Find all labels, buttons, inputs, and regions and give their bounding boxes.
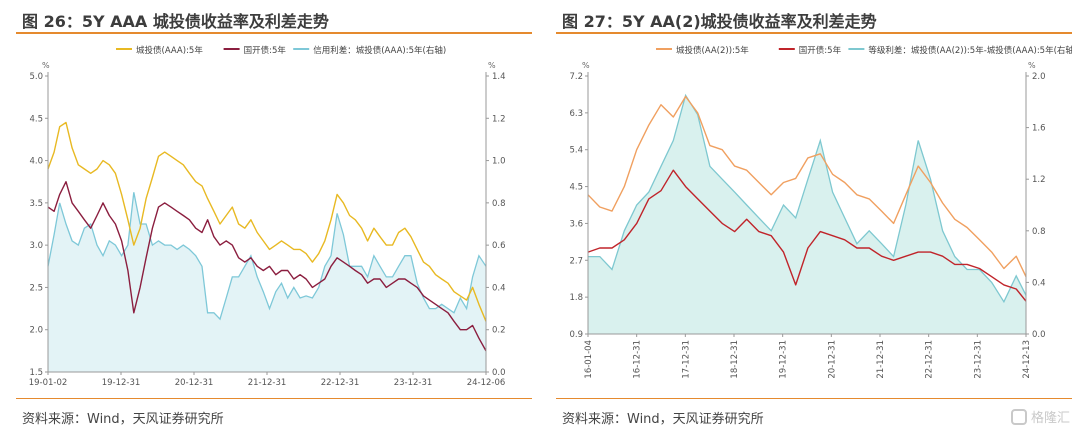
y-tick-label-left: 4.5 [569,183,583,193]
chart-2: 城投债(AA(2)):5年 国开债:5年 等级利差：城投债(AA(2)):5年-城投… [569,45,1072,379]
chart-panel-1: 图 26：5Y AAA 城投债收益率及利差走势 城投债(AAA):5年 国开债:5… [16,0,536,432]
series-area-fill [588,95,1026,334]
legend-label: 国开债:5年 [799,45,842,56]
unit-right-label: % [488,61,496,70]
y-tick-label-right: 0.8 [1032,227,1046,237]
x-tick-label: 23-12-31 [394,378,433,388]
x-tick-label: 21-12-31 [876,340,886,379]
y-tick-label-right: 1.2 [492,114,506,124]
y-tick-label-left: 1.5 [29,368,43,378]
x-tick-label: 24-12-06 [467,378,506,388]
y-tick-label-right: 0.6 [492,241,506,251]
y-tick-label-left: 2.0 [29,326,43,336]
legend-label: 城投债(AA(2)):5年 [676,45,749,56]
y-tick-label-right: 2.0 [1032,72,1046,82]
x-tick-label: 19-01-02 [29,378,68,388]
x-tick-label: 21-12-31 [248,378,287,388]
legend-label: 城投债(AAA):5年 [136,45,203,56]
series-line-2 [587,169,1027,302]
series-line-spread [47,192,487,321]
unit-left-label: % [42,61,50,70]
y-tick-label-left: 6.3 [569,109,583,119]
y-tick-label-right: 0.4 [492,283,506,293]
watermark: 格隆汇 [1010,407,1070,426]
source-rule [16,398,532,399]
y-tick-label-left: 4.0 [29,157,43,167]
x-tick-label: 16-01-04 [584,340,594,379]
y-tick-label-left: 7.2 [569,72,583,82]
chart-title: 图 26：5Y AAA 城投债收益率及利差走势 [22,12,329,31]
title-rule [16,32,532,34]
x-tick-label: 23-12-31 [973,340,983,379]
x-tick-label: 22-12-31 [321,378,360,388]
source-rule [556,398,1072,399]
y-tick-label-left: 3.6 [569,219,583,229]
y-tick-label-left: 3.0 [29,241,43,251]
series-line-spread [588,93,1027,304]
x-tick-label: 17-12-31 [681,340,691,379]
y-tick-label-left: 0.9 [569,330,583,340]
x-tick-label: 19-12-31 [779,340,789,379]
unit-left-label: % [582,61,590,70]
y-tick-label-right: 1.0 [492,157,506,167]
y-tick-label-left: 2.7 [569,256,583,266]
unit-right-label: % [1028,61,1036,70]
legend-label: 国开债:5年 [244,45,287,56]
y-tick-label-right: 0.0 [492,368,506,378]
legend-label: 信用利差：城投债(AAA):5年(右轴) [313,45,446,56]
series-area-fill [48,192,486,372]
y-tick-label-left: 3.5 [29,199,43,209]
chart-title: 图 27：5Y AA(2)城投债收益率及利差走势 [562,12,877,31]
watermark-text: 格隆汇 [1030,411,1070,426]
y-tick-label-left: 4.5 [29,114,43,124]
chart-1: 城投债(AAA):5年 国开债:5年 信用利差：城投债(AAA):5年(右轴)% % 5… [29,45,506,388]
series-line-2 [47,181,487,352]
title-rule [556,32,1072,34]
y-tick-label-left: 1.8 [569,293,583,303]
x-tick-label: 19-12-31 [102,378,141,388]
y-tick-label-right: 1.6 [1032,124,1046,134]
y-tick-label-right: 0.0 [1032,330,1046,340]
y-tick-label-right: 0.8 [492,199,506,209]
chart-panel-2: 图 27：5Y AA(2)城投债收益率及利差走势 城投债(AA(2)):5年 国开… [556,0,1076,432]
chart-source: 资料来源：Wind，天风证券研究所 [22,412,224,427]
y-tick-label-right: 1.4 [492,72,506,82]
series-line-1 [47,121,487,322]
x-tick-label: 20-12-31 [827,340,837,379]
watermark-logo-icon [1010,408,1027,425]
y-tick-label-right: 0.2 [492,326,506,336]
x-tick-label: 22-12-31 [925,340,935,379]
x-tick-label: 16-12-31 [633,340,643,379]
x-tick-label: 24-12-13 [1022,340,1032,379]
x-tick-label: 20-12-31 [175,378,214,388]
y-tick-label-left: 5.0 [29,72,43,82]
y-tick-label-left: 5.4 [569,146,583,156]
y-tick-label-right: 1.2 [1032,175,1046,185]
y-tick-label-right: 0.4 [1032,278,1046,288]
series-line-1 [587,95,1027,278]
chart-source: 资料来源：Wind，天风证券研究所 [562,412,764,427]
y-tick-label-left: 2.5 [29,283,43,293]
x-tick-label: 18-12-31 [730,340,740,379]
legend-label: 等级利差：城投债(AA(2)):5年-城投债(AAA):5年(右轴) [868,45,1072,56]
